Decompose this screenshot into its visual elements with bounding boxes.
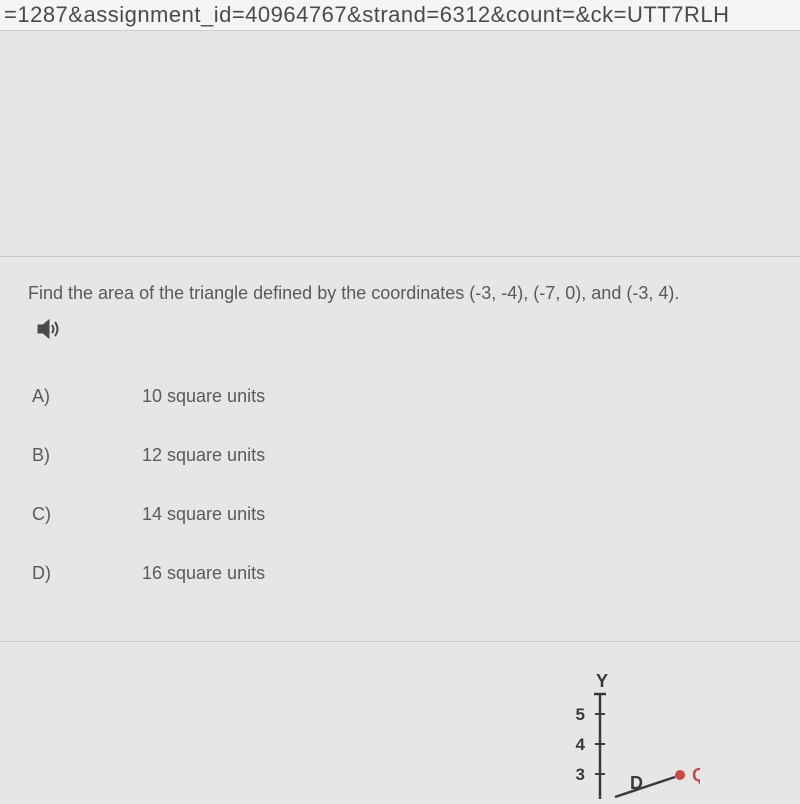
url-bar: =1287&assignment_id=40964767&strand=6312…: [0, 0, 800, 31]
content-area: Find the area of the triangle defined by…: [0, 31, 800, 799]
y-axis-label: Y: [596, 671, 608, 691]
answer-option-b[interactable]: B) 12 square units: [32, 445, 265, 466]
answer-text: 16 square units: [142, 563, 265, 584]
answer-label: B): [32, 445, 142, 466]
point-label-q: Q: [692, 765, 700, 785]
coordinate-graph: Y 5 4 3 D Q: [500, 669, 700, 799]
y-tick-4: 4: [576, 735, 586, 754]
section-divider-bottom: [0, 641, 800, 642]
answer-text: 12 square units: [142, 445, 265, 466]
point-label-d: D: [630, 773, 643, 793]
question-section: Find the area of the triangle defined by…: [28, 281, 780, 340]
answer-text: 14 square units: [142, 504, 265, 525]
point-q: [675, 770, 685, 780]
answer-label: D): [32, 563, 142, 584]
answer-label: C): [32, 504, 142, 525]
url-text: =1287&assignment_id=40964767&strand=6312…: [4, 2, 730, 27]
y-tick-3: 3: [576, 765, 585, 784]
answer-option-c[interactable]: C) 14 square units: [32, 504, 265, 525]
audio-speaker-icon[interactable]: [36, 318, 64, 340]
answer-text: 10 square units: [142, 386, 265, 407]
question-text: Find the area of the triangle defined by…: [28, 281, 780, 306]
answer-option-d[interactable]: D) 16 square units: [32, 563, 265, 584]
y-tick-5: 5: [576, 705, 585, 724]
answer-label: A): [32, 386, 142, 407]
answers-section: A) 10 square units B) 12 square units C)…: [32, 386, 265, 622]
answer-option-a[interactable]: A) 10 square units: [32, 386, 265, 407]
section-divider-top: [0, 256, 800, 257]
